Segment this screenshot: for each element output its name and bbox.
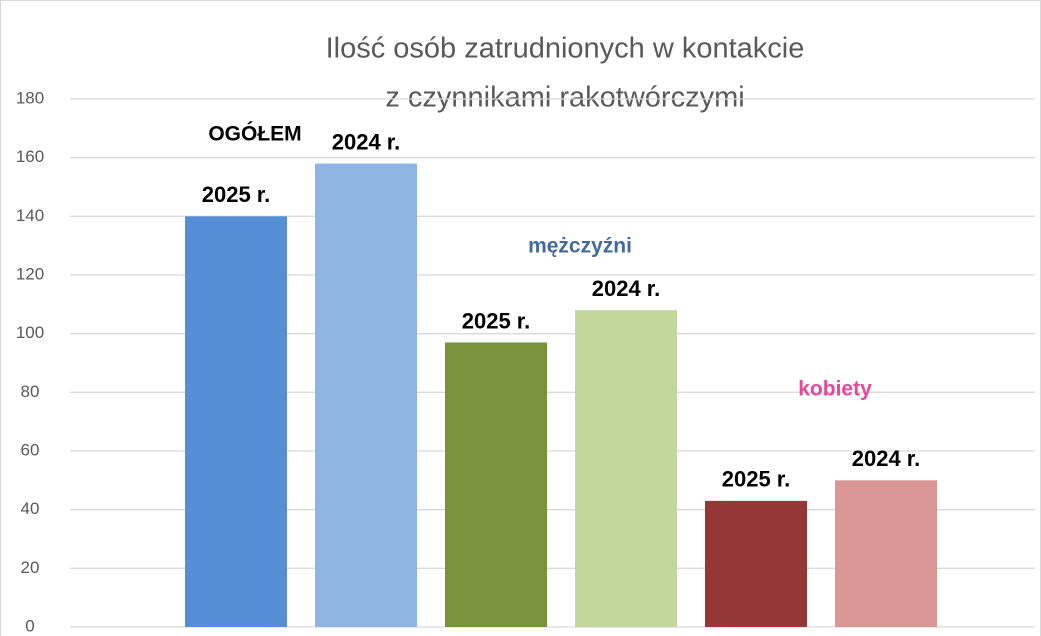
bar-label: 2024 r. — [852, 446, 921, 471]
bar — [575, 310, 677, 627]
chart-title: z czynnikami rakotwórczymi — [385, 82, 744, 114]
y-tick-label: 160 — [16, 147, 44, 166]
y-tick-label: 140 — [16, 206, 44, 225]
bar-label: 2025 r. — [722, 467, 791, 492]
y-tick-label: 0 — [25, 616, 34, 635]
y-tick-label: 80 — [21, 382, 40, 401]
bar — [445, 342, 547, 627]
y-tick-label: 120 — [16, 264, 44, 283]
y-tick-label: 40 — [21, 499, 40, 518]
y-tick-label: 60 — [21, 440, 40, 459]
bar — [315, 163, 417, 628]
bar — [705, 500, 807, 627]
bar-label: 2024 r. — [332, 129, 401, 154]
bar-label: 2025 r. — [202, 182, 271, 207]
y-tick-label: 180 — [16, 88, 44, 107]
chart-title: Ilość osób zatrudnionych w kontakcie — [326, 33, 805, 65]
annotation: OGÓŁEM — [208, 122, 301, 146]
annotation: kobiety — [798, 378, 872, 401]
bar — [185, 216, 287, 628]
y-tick-label: 20 — [21, 558, 40, 577]
bar-label: 2025 r. — [462, 308, 531, 333]
annotation: mężczyźni — [528, 235, 632, 258]
bar — [835, 480, 937, 627]
bar-label: 2024 r. — [592, 276, 661, 301]
y-tick-label: 100 — [16, 323, 44, 342]
